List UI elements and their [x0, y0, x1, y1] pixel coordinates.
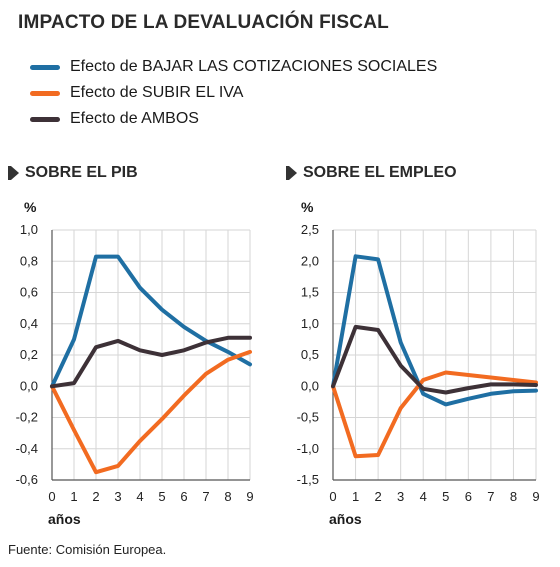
- y-tick-label: -0,6: [16, 472, 38, 487]
- panel-marker-icon: [8, 166, 11, 180]
- x-tick-label: 2: [374, 489, 381, 504]
- panel-title-pib: SOBRE EL PIB: [8, 164, 138, 182]
- legend-item-cotizaciones: Efecto de BAJAR LAS COTIZACIONES SOCIALE…: [30, 54, 437, 80]
- y-tick-label: 1,5: [301, 285, 319, 300]
- legend: Efecto de BAJAR LAS COTIZACIONES SOCIALE…: [30, 54, 437, 132]
- y-tick-label: -0,2: [16, 410, 38, 425]
- x-tick-label: 5: [158, 489, 165, 504]
- legend-item-ambos: Efecto de AMBOS: [30, 106, 437, 132]
- x-tick-label: 0: [329, 489, 336, 504]
- x-tick-label: 3: [114, 489, 121, 504]
- panel-title-empleo-text: SOBRE EL EMPLEO: [303, 164, 457, 181]
- y-tick-label: -1,5: [297, 472, 319, 487]
- legend-item-iva: Efecto de SUBIR EL IVA: [30, 80, 437, 106]
- y-tick-label: -1,0: [297, 441, 319, 456]
- y-tick-label: -0,5: [297, 410, 319, 425]
- series-line-0: [331, 254, 538, 407]
- triangle-marker-icon: [289, 166, 297, 180]
- x-tick-label: 1: [352, 489, 359, 504]
- legend-swatch-iva: [30, 90, 60, 96]
- triangle-marker-icon: [11, 166, 19, 180]
- y-tick-label: 2,0: [301, 253, 319, 268]
- series-line-1: [50, 349, 252, 475]
- series-line-1: [331, 370, 538, 459]
- y-tick-label: 0,8: [20, 253, 38, 268]
- legend-label-iva: Efecto de SUBIR EL IVA: [70, 84, 244, 101]
- x-tick-label: 4: [420, 489, 427, 504]
- y-tick-label: -0,4: [16, 441, 38, 456]
- y-tick-label: 0,2: [20, 347, 38, 362]
- y-tick-label: 1,0: [301, 316, 319, 331]
- x-tick-label: 6: [180, 489, 187, 504]
- series-line-2: [331, 324, 538, 395]
- legend-swatch-cotizaciones: [30, 64, 60, 70]
- x-tick-label: 1: [70, 489, 77, 504]
- x-tick-label: 0: [48, 489, 55, 504]
- chart-title: IMPACTO DE LA DEVALUACIÓN FISCAL: [18, 12, 389, 33]
- panel-title-pib-text: SOBRE EL PIB: [25, 164, 138, 181]
- x-tick-label: 5: [442, 489, 449, 504]
- x-tick-label: 9: [246, 489, 253, 504]
- series-line-0: [50, 254, 252, 389]
- y-tick-label: 0,6: [20, 285, 38, 300]
- x-tick-label: 7: [202, 489, 209, 504]
- y-unit-empleo: %: [301, 199, 314, 215]
- y-tick-label: 1,0: [20, 222, 38, 237]
- legend-label-ambos: Efecto de AMBOS: [70, 110, 199, 127]
- chart-empleo: 2,5 2,0 1,5 1,0 0,5 0,0 -0,5 -1,0 -1,5 0 1 2 3 4 5 6 7 8 9: [297, 222, 540, 504]
- x-tick-label: 2: [92, 489, 99, 504]
- series-line-2: [50, 335, 252, 389]
- x-tick-label: 8: [224, 489, 231, 504]
- x-tick-label: 6: [465, 489, 472, 504]
- panel-title-empleo: SOBRE EL EMPLEO: [286, 164, 457, 182]
- x-tick-label: 9: [532, 489, 539, 504]
- y-tick-label: 0,0: [301, 378, 319, 393]
- source-note: Fuente: Comisión Europea.: [8, 542, 167, 557]
- x-tick-label: 7: [487, 489, 494, 504]
- x-tick-label: 4: [136, 489, 143, 504]
- y-tick-label: 0,5: [301, 347, 319, 362]
- x-tick-label: 3: [397, 489, 404, 504]
- x-tick-label: 8: [510, 489, 517, 504]
- panel-marker-icon: [286, 166, 289, 180]
- x-axis-name-empleo: años: [329, 511, 362, 527]
- y-tick-label: 0,4: [20, 316, 38, 331]
- legend-swatch-ambos: [30, 116, 60, 122]
- x-axis-name-pib: años: [48, 511, 81, 527]
- y-tick-label: 0,0: [20, 378, 38, 393]
- chart-pib: 1,0 0,8 0,6 0,4 0,2 0,0 -0,2 -0,4 -0,6 0 1 2 3 4 5 6 7 8 9: [16, 222, 254, 504]
- y-unit-pib: %: [24, 199, 37, 215]
- y-tick-label: 2,5: [301, 222, 319, 237]
- legend-label-cotizaciones: Efecto de BAJAR LAS COTIZACIONES SOCIALE…: [70, 58, 438, 75]
